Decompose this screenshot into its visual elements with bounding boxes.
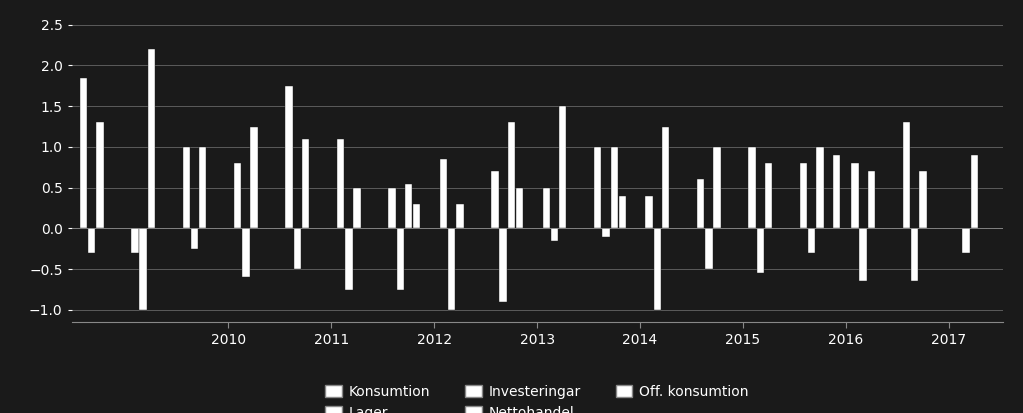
Bar [234,163,241,228]
Bar [833,155,840,228]
Bar [147,49,155,228]
Bar [456,204,463,228]
Bar [594,147,602,228]
Bar [96,122,103,228]
Bar [749,147,756,228]
Bar [765,163,772,228]
Bar [963,228,970,253]
Bar [868,171,875,228]
Bar [611,147,618,228]
Bar [808,228,815,253]
Bar [919,171,927,228]
Bar [88,228,95,253]
Bar [713,147,721,228]
Bar [345,228,353,290]
Bar [131,228,138,253]
Bar [448,228,455,310]
Bar [603,228,610,237]
Bar [654,228,661,310]
Bar [646,196,653,228]
Bar [80,78,87,228]
Bar [199,147,207,228]
Bar [859,228,866,281]
Bar [816,147,824,228]
Bar [800,163,807,228]
Bar [337,139,345,228]
Bar [499,228,506,302]
Bar [294,228,301,269]
Bar [971,155,978,228]
Bar [697,180,704,228]
Bar [662,126,669,228]
Bar [550,228,559,241]
Bar [757,228,764,273]
Bar [507,122,515,228]
Bar [389,188,396,228]
Bar [285,86,293,228]
Bar [491,171,498,228]
Bar [516,188,524,228]
Bar [251,126,258,228]
Bar [405,183,412,228]
Bar [440,159,447,228]
Bar [191,228,198,249]
Bar [902,122,910,228]
Bar [242,228,250,277]
Bar [353,188,361,228]
Legend: Konsumtion, Lager, Investeringar, Nettohandel, Off. konsumtion: Konsumtion, Lager, Investeringar, Nettoh… [325,385,749,413]
Bar [413,204,420,228]
Bar [560,106,567,228]
Bar [182,147,190,228]
Bar [910,228,919,281]
Bar [851,163,858,228]
Bar [139,228,147,310]
Bar [397,228,404,290]
Bar [542,188,550,228]
Bar [619,196,626,228]
Bar [705,228,713,269]
Bar [302,139,309,228]
